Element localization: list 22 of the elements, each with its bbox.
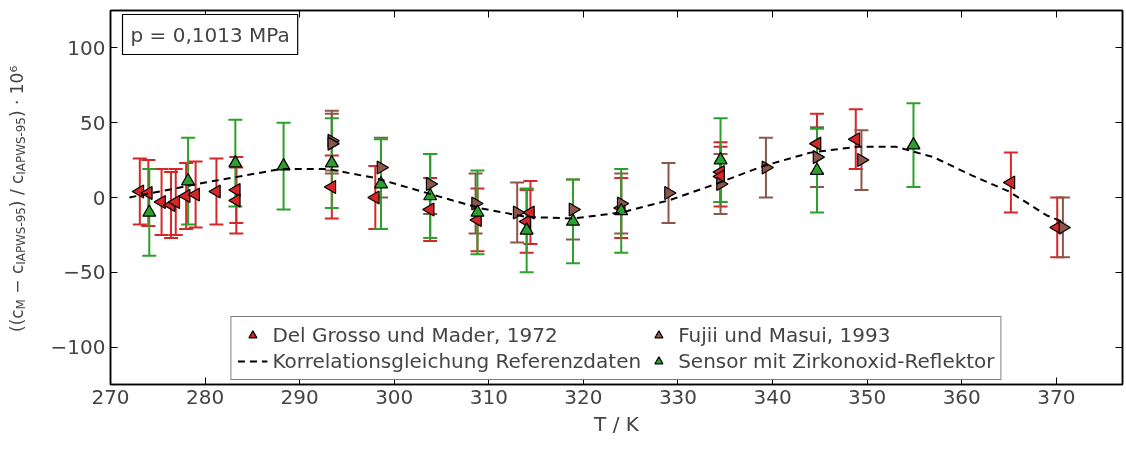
legend-label: Del Grosso und Mader, 1972 (272, 323, 558, 347)
y-tick-label: 50 (80, 110, 106, 135)
x-axis-title: T / K (593, 411, 640, 436)
x-tick-label: 270 (91, 384, 130, 409)
legend-label: Fujii und Masui, 1993 (678, 323, 891, 347)
y-tick-label: 0 (92, 185, 106, 210)
legend-label: Sensor mit Zirkonoxid-Reflektor (678, 349, 995, 373)
x-tick-label: 330 (658, 384, 698, 409)
x-tick-label: 280 (185, 384, 225, 409)
x-tick-label: 320 (564, 384, 603, 409)
x-tick-label: 300 (375, 384, 414, 409)
x-tick-label: 350 (848, 384, 887, 409)
y-tick-label: −50 (63, 260, 106, 285)
y-tick-label: 100 (67, 35, 106, 60)
x-tick-label: 290 (280, 384, 319, 409)
legend-label: Korrelationsgleichung Referenzdaten (272, 349, 642, 373)
x-tick-label: 360 (942, 384, 981, 409)
x-tick-label: 370 (1037, 384, 1076, 409)
x-tick-label: 340 (753, 384, 792, 409)
annotation: p = 0,1013 MPa (130, 22, 290, 47)
y-tick-label: −100 (50, 335, 106, 360)
x-tick-label: 310 (469, 384, 508, 409)
